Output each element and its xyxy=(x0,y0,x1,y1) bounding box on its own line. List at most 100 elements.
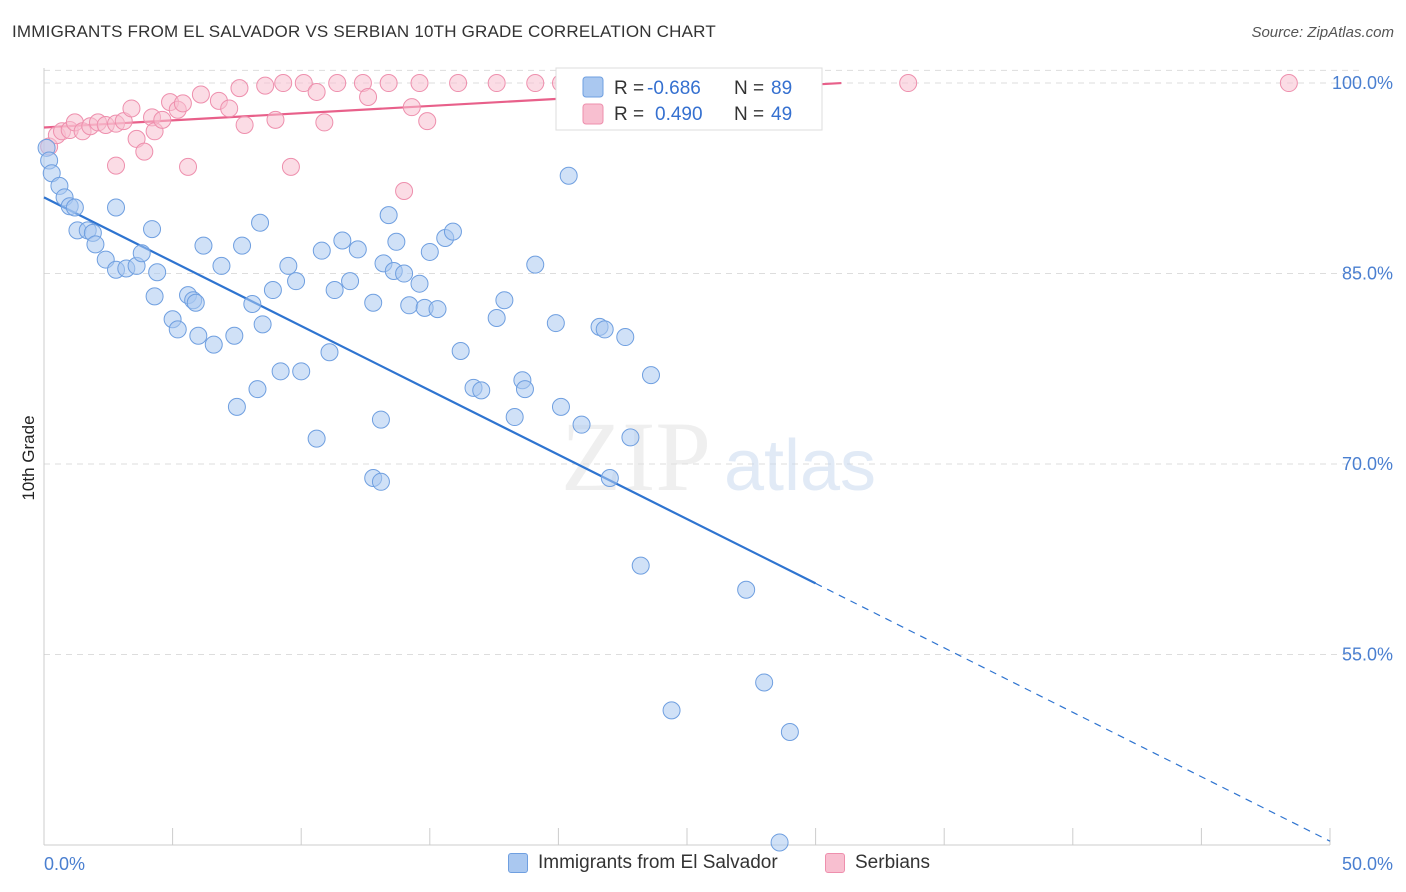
serbians-point xyxy=(402,98,421,117)
y-tick-label: 70.0% xyxy=(1342,454,1393,474)
el-salvador-point xyxy=(526,255,545,274)
source-credit: Source: ZipAtlas.com xyxy=(1251,24,1394,41)
el-salvador-point xyxy=(227,397,246,416)
serbians-point xyxy=(315,113,334,132)
el-salvador-point xyxy=(371,472,390,491)
x-tick-label: 50.0% xyxy=(1342,854,1393,874)
el-salvador-point xyxy=(189,326,208,345)
watermark: ZIP atlas xyxy=(561,401,876,512)
serbians-point xyxy=(281,157,300,176)
el-salvador-point xyxy=(312,241,331,260)
el-salvador-point xyxy=(145,287,164,306)
el-salvador-point xyxy=(186,293,205,312)
axis-layer: 55.0% 70.0% 85.0% 100.0% 0.0% 50.0% xyxy=(43,68,1393,874)
el-salvador-point xyxy=(662,701,681,720)
el-salvador-point xyxy=(107,198,126,217)
el-salvador-point xyxy=(233,236,252,255)
el-salvador-point xyxy=(364,293,383,312)
el-salvador-point xyxy=(307,429,326,448)
el-salvador-point xyxy=(148,263,167,282)
serbians-points xyxy=(40,74,1298,200)
y-tick-label: 100.0% xyxy=(1332,73,1393,93)
el-salvador-point xyxy=(472,381,491,400)
serbians-point xyxy=(410,74,429,93)
legend-swatch-pink xyxy=(825,853,845,873)
el-salvador-point xyxy=(487,308,506,327)
chart-title: IMMIGRANTS FROM EL SALVADOR VS SERBIAN 1… xyxy=(12,22,716,41)
el-salvador-point xyxy=(641,366,660,385)
serbians-point xyxy=(135,142,154,161)
serbians-point xyxy=(379,74,398,93)
el-salvador-point xyxy=(320,343,339,362)
x-tick-label: 0.0% xyxy=(44,854,85,874)
serbians-point xyxy=(274,74,293,93)
el-salvador-point xyxy=(271,362,290,381)
serbians-point xyxy=(899,74,918,93)
el-salvador-point xyxy=(248,380,267,399)
el-salvador-points xyxy=(37,138,799,852)
el-salvador-point xyxy=(631,556,650,575)
el-salvador-point xyxy=(143,220,162,239)
serbians-point xyxy=(328,74,347,93)
el-salvador-point xyxy=(204,335,223,354)
serbians-point xyxy=(418,112,437,131)
serbians-point xyxy=(487,74,506,93)
el-salvador-point xyxy=(621,428,640,447)
legend-swatch-blue xyxy=(508,853,528,873)
serbians-point xyxy=(266,110,285,129)
el-salvador-point xyxy=(263,281,282,300)
el-salvador-trend-line xyxy=(43,196,817,585)
serbians-point xyxy=(220,99,239,118)
serbians-point xyxy=(307,82,326,101)
serbians-point xyxy=(179,157,198,176)
serbians-point xyxy=(395,181,414,200)
serbians-point xyxy=(122,99,141,118)
serbians-point xyxy=(294,74,313,93)
el-salvador-point xyxy=(755,673,774,692)
serbians-point xyxy=(235,115,254,134)
el-salvador-point xyxy=(451,342,470,361)
el-salvador-point xyxy=(65,198,84,217)
el-salvador-point xyxy=(420,242,439,261)
el-salvador-point xyxy=(287,272,306,291)
stats-n-label-1: N = xyxy=(734,78,764,99)
el-salvador-point xyxy=(546,314,565,333)
el-salvador-point xyxy=(253,315,272,334)
el-salvador-point xyxy=(780,722,799,741)
el-salvador-point xyxy=(443,222,462,241)
stats-legend: R = -0.686 N = 89 R = 0.490 N = 49 xyxy=(555,67,823,131)
legend-label-serbians: Serbians xyxy=(855,852,930,873)
el-salvador-point xyxy=(325,281,344,300)
serbians-point xyxy=(107,156,126,175)
el-salvador-point xyxy=(379,206,398,225)
bottom-legend: Immigrants from El Salvador Serbians xyxy=(0,850,1406,880)
stats-swatch-pink xyxy=(582,103,604,125)
y-axis-label: 10th Grade xyxy=(19,415,38,500)
serbians-point xyxy=(173,94,192,113)
el-salvador-point xyxy=(86,235,105,254)
el-salvador-point xyxy=(387,232,406,251)
watermark-atlas: atlas xyxy=(724,426,876,506)
el-salvador-point xyxy=(616,328,635,347)
el-salvador-point xyxy=(212,256,231,275)
el-salvador-point xyxy=(515,380,534,399)
legend-item-el-salvador[interactable]: Immigrants from El Salvador xyxy=(508,852,778,874)
serbians-point xyxy=(1279,74,1298,93)
el-salvador-point xyxy=(400,296,419,315)
el-salvador-point xyxy=(371,410,390,429)
serbians-point xyxy=(256,76,275,95)
stats-n-label-2: N = xyxy=(734,104,764,125)
serbians-point xyxy=(230,79,249,98)
el-salvador-point xyxy=(595,320,614,339)
el-salvador-point xyxy=(225,326,244,345)
legend-label-el-salvador: Immigrants from El Salvador xyxy=(538,852,778,873)
stats-r-label-2: R = xyxy=(614,104,644,125)
stats-swatch-blue xyxy=(582,76,604,98)
legend-item-serbians[interactable]: Serbians xyxy=(825,852,930,874)
el-salvador-point xyxy=(279,256,298,275)
stats-n-value-1: 89 xyxy=(771,78,792,99)
el-salvador-point xyxy=(333,231,352,250)
el-salvador-point xyxy=(395,264,414,283)
el-salvador-point xyxy=(251,213,270,232)
el-salvador-point xyxy=(132,244,151,263)
